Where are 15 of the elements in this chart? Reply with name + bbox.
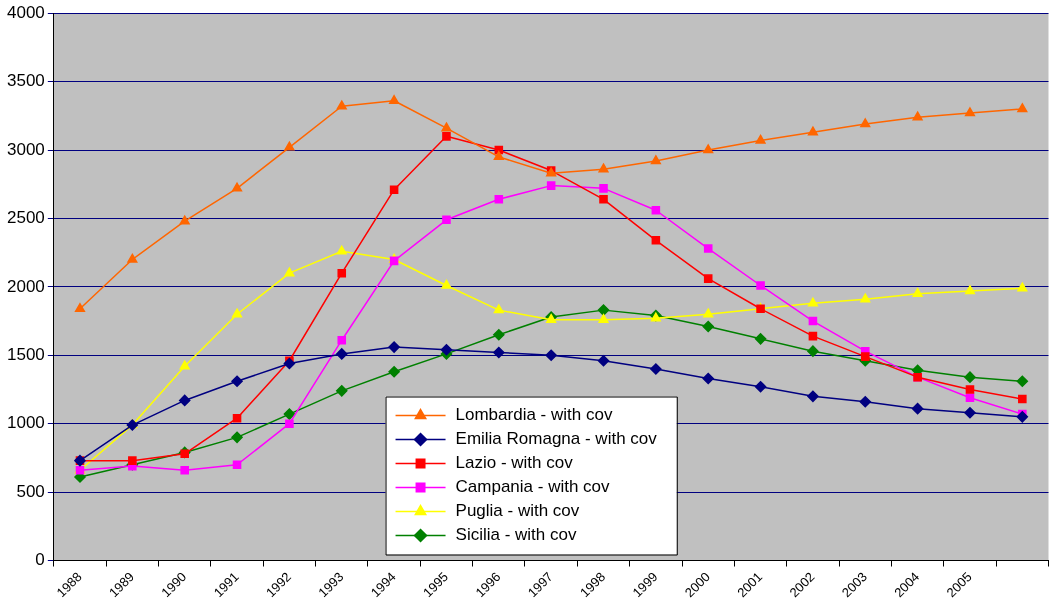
y-tick-label: 2000	[6, 276, 45, 296]
y-tick-label: 4000	[6, 2, 45, 22]
legend-label: Puglia - with cov	[455, 501, 580, 521]
y-tick-label: 3500	[6, 71, 45, 91]
legend-label: Lazio - with cov	[455, 453, 574, 473]
y-tick-label: 3000	[6, 139, 45, 159]
y-tick-label: 2500	[6, 208, 45, 228]
legend-label: Campania - with cov	[455, 477, 611, 497]
y-tick-label: 0	[35, 550, 45, 570]
y-tick-label: 1000	[6, 413, 45, 433]
legend-label: Emilia Romagna - with cov	[455, 429, 658, 449]
legend-label: Lombardia - with cov	[455, 405, 613, 425]
legend-label: Sicilia - with cov	[455, 525, 577, 545]
y-tick-label: 1500	[6, 344, 45, 364]
y-tick-label: 500	[16, 481, 45, 501]
